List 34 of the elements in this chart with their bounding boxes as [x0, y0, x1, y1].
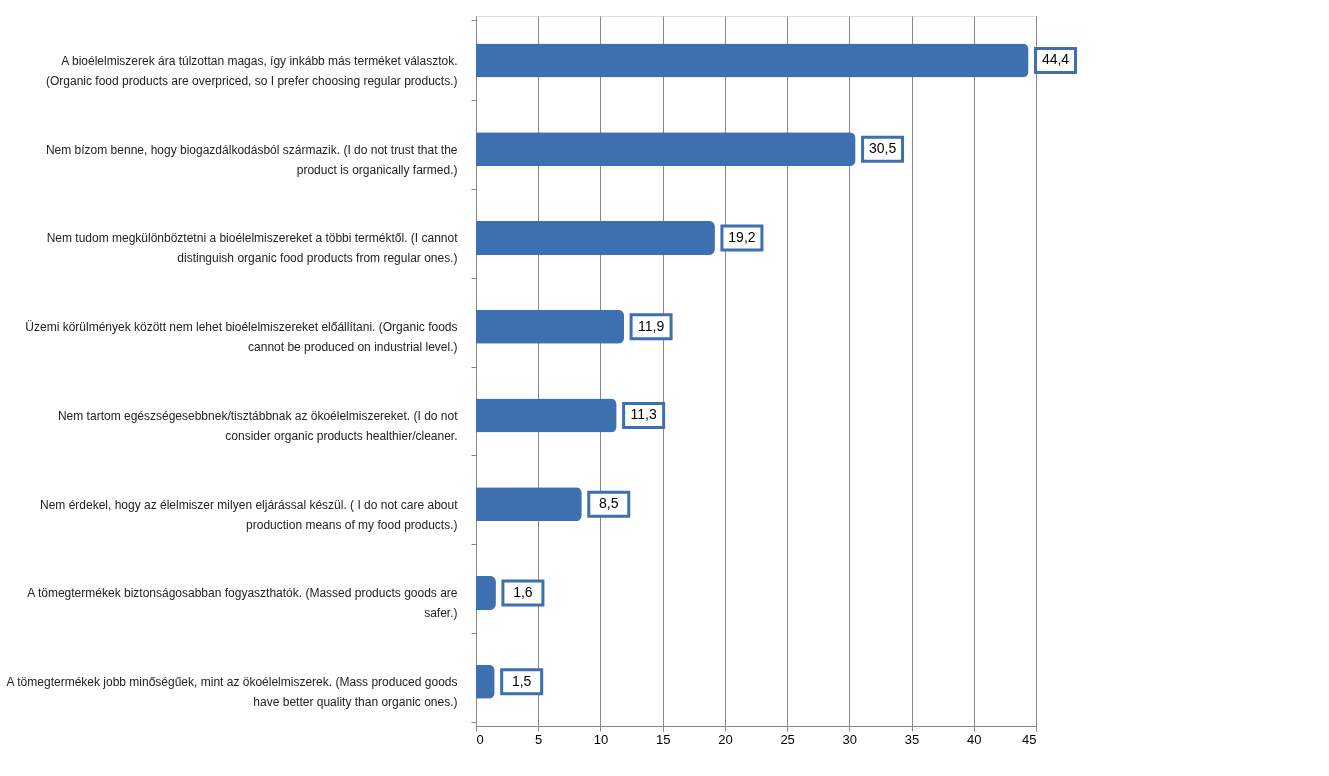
bar: [476, 132, 856, 167]
y-tick-label: Üzemi körülmények között nem lehet bioélelmiszereket előállítani. (Organic foods cannot be produced on industrial level.): [25, 320, 458, 355]
data-label: 19,2: [728, 228, 756, 245]
data-label: 1,6: [513, 583, 533, 600]
x-tick-label: 25: [780, 731, 795, 747]
x-tick-label: 5: [535, 731, 543, 747]
bar: [476, 309, 625, 344]
bar: [476, 487, 582, 522]
bar: [476, 575, 496, 610]
x-tick-label: 20: [718, 731, 733, 747]
y-tick-label: Nem érdekel, hogy az élelmiszer milyen eljárással készül. ( I do not care about production means of my food products.): [39, 497, 459, 532]
y-tick-label: Nem bízom benne, hogy biogazdálkodásból származik. (I do not trust that the product is organically farmed.): [45, 142, 458, 177]
x-tick-label: 10: [593, 731, 609, 747]
bar: [476, 220, 715, 255]
data-label: 11,3: [630, 406, 657, 423]
y-tick-label: A tömegtermékek biztonságosabban fogyaszthatók. (Massed products goods are safer.): [27, 586, 458, 621]
x-tick-label: 35: [904, 731, 920, 747]
x-tick-label: 30: [842, 731, 858, 747]
bar: [476, 43, 1029, 78]
data-label: 44,4: [1041, 51, 1070, 68]
y-tick-label: A bioélelmiszerek ára túlzottan magas, így inkább más terméket választok. (Organic food products are overpriced, so I prefer choosing regular products.): [45, 53, 458, 88]
y-tick-label: Nem tudom megkülönböztetni a bioélelmiszereket a többi terméktől. (I cannot distinguish organic food products from regular ones.): [46, 231, 459, 266]
bar: [476, 398, 617, 433]
y-tick-label: A tömegtermékek jobb minőségűek, mint az ökoélelmiszerek. (Mass produced goods have better quality than organic ones.): [6, 675, 458, 710]
y-tick-label: Nem tartom egészségesebbnek/tisztábbnak az ökoélelmiszereket. (I do not consider organic products healthier/cleaner.: [57, 408, 459, 443]
data-label: 30,5: [868, 140, 897, 157]
data-label: 11,9: [637, 317, 665, 334]
bar: [476, 664, 495, 699]
x-tick-label: 15: [655, 731, 671, 747]
data-label: 1,5: [511, 672, 532, 689]
data-label: 8,5: [599, 495, 619, 512]
x-tick-label: 0: [476, 731, 484, 747]
x-tick-label: 40: [967, 731, 982, 747]
x-tick-label: 45: [1022, 731, 1037, 747]
